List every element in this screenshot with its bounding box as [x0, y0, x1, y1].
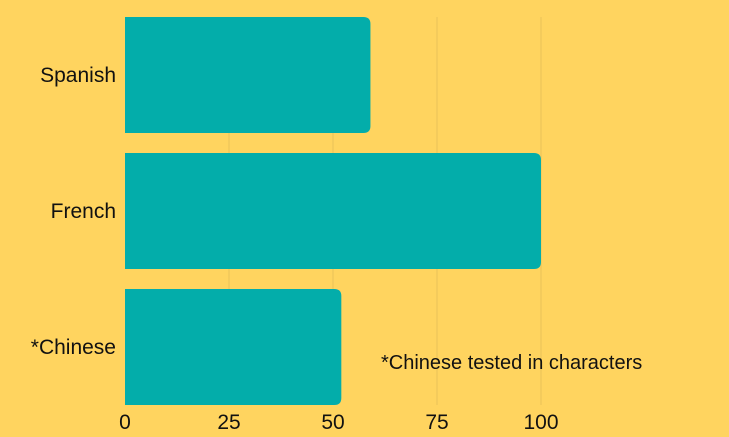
x-tick-label: 0: [119, 411, 131, 434]
category-label: Spanish: [40, 64, 116, 87]
x-tick-label: 50: [321, 411, 344, 434]
x-tick-label: 100: [523, 411, 558, 434]
bar-french: [125, 153, 541, 269]
chart-annotation: *Chinese tested in characters: [381, 352, 642, 374]
x-tick-label: 75: [425, 411, 448, 434]
x-axis-ticks: 0 25 50 75 100: [119, 411, 558, 434]
bar-spanish: [125, 17, 371, 133]
category-label: *Chinese: [31, 336, 116, 359]
bar-chinese: [125, 289, 342, 405]
x-tick-label: 25: [217, 411, 240, 434]
category-labels: Spanish French *Chinese: [31, 64, 116, 359]
bars: [125, 17, 541, 405]
category-label: French: [51, 200, 116, 223]
